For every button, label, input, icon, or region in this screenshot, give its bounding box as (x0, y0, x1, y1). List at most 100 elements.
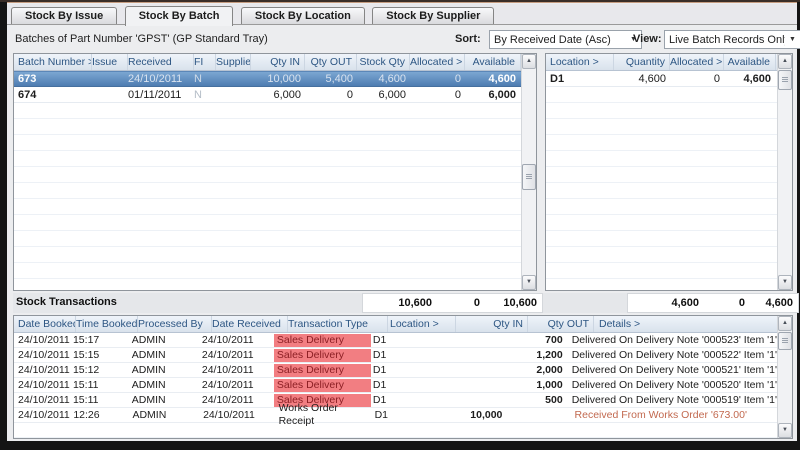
cell-received: 01/11/2011 (128, 88, 182, 101)
tab-stock-by-issue[interactable]: Stock By Issue (11, 7, 118, 24)
column-header-transaction-type[interactable]: Transaction Type (288, 316, 388, 332)
cell-received: 24/10/2011 (128, 73, 183, 85)
cell-date-received: 24/10/2011 (201, 364, 254, 376)
details-header-text: Details > (599, 316, 792, 332)
transaction-row[interactable]: 24/10/2011 15:11 ADMIN 24/10/2011 Sales … (14, 393, 777, 408)
cell-transaction-type: Works Order Receipt (278, 402, 338, 427)
cell-transaction-type: Sales Delivery (273, 333, 371, 348)
column-header-qty-out[interactable]: Qty OUT (528, 316, 594, 332)
cell-qty-out: 2,000 (536, 364, 563, 376)
cell-transaction-type: Sales Delivery (273, 348, 371, 363)
tab-stock-by-supplier[interactable]: Stock By Supplier (372, 7, 495, 24)
column-header-allocated[interactable]: Allocated > (410, 54, 465, 70)
column-header-quantity[interactable]: Quantity (614, 54, 670, 70)
cell-processed-by: ADMIN (132, 409, 167, 421)
cell-fi: N (194, 73, 202, 85)
view-dropdown[interactable]: Live Batch Records Only ▼ (664, 30, 800, 49)
column-header-qty-out[interactable]: Qty OUT (305, 54, 357, 70)
transactions-table-body: 24/10/2011 15:17 ADMIN 24/10/2011 Sales … (14, 333, 777, 438)
cell-qty-out: 1,000 (536, 379, 563, 391)
cell-quantity: 4,600 (638, 72, 666, 85)
batch-row-674[interactable]: 674 01/11/2011 N 6,000 0 6,000 0 6,000 (14, 87, 521, 103)
cell-transaction-type: Sales Delivery (273, 393, 371, 408)
cell-details: Delivered On Delivery Note '000522' Item… (571, 349, 777, 361)
transaction-row[interactable]: 24/10/2011 12:26 ADMIN 24/10/2011 Works … (14, 402, 777, 427)
cell-date-received: 24/10/2011 (203, 409, 255, 421)
cell-date-booked: 24/10/2011 (18, 394, 70, 406)
cell-date-booked: 24/10/2011 (18, 379, 70, 391)
scroll-up-icon[interactable]: ▲ (522, 54, 536, 69)
column-header-qty-in[interactable]: Qty IN (251, 54, 305, 70)
transaction-row[interactable]: 24/10/2011 15:15 ADMIN 24/10/2011 Sales … (14, 348, 777, 363)
cell-allocated: 0 (454, 88, 461, 101)
transaction-row[interactable]: 24/10/2011 15:12 ADMIN 24/10/2011 Sales … (14, 363, 777, 378)
cell-allocated: 0 (454, 73, 461, 85)
column-header-time-booked[interactable]: Time Booked (76, 316, 138, 332)
column-header-available[interactable]: Available (465, 54, 521, 70)
column-header-fi[interactable]: FI (194, 54, 216, 70)
cell-qty-in: 6,000 (273, 88, 301, 101)
cell-location: D1 (372, 364, 387, 376)
scroll-down-icon[interactable]: ▼ (522, 275, 536, 290)
info-bar: Batches of Part Number 'GPST' (GP Standa… (7, 25, 800, 53)
column-header-processed-by[interactable]: Processed By (138, 316, 212, 332)
column-header-available[interactable]: Available (724, 54, 776, 70)
cell-transaction-type: Sales Delivery (273, 378, 371, 393)
column-header-date-booked[interactable]: Date Booked (14, 316, 76, 332)
totals-strip: Stock Transactions 10,600 0 10,600 4,600… (13, 293, 799, 313)
column-header-qty-in[interactable]: Qty IN (456, 316, 528, 332)
scrollbar-thumb[interactable] (778, 70, 792, 90)
cell-date-received: 24/10/2011 (201, 379, 254, 391)
location-row-d1[interactable]: D1 4,600 0 4,600 (546, 71, 777, 87)
batch-table-scrollbar[interactable]: ▲ ▼ (521, 54, 536, 290)
tab-stock-by-location[interactable]: Stock By Location (240, 7, 365, 24)
cell-transaction-type: Sales Delivery (273, 363, 371, 378)
scroll-up-icon[interactable]: ▲ (778, 316, 792, 331)
cell-details: Delivered On Delivery Note '000519' Item… (571, 394, 777, 406)
column-header-received[interactable]: Received (128, 54, 194, 70)
column-header-details[interactable]: Details >Press F6 for Notes Summary (594, 316, 792, 332)
batch-table-body: 673 24/10/2011 N 10,000 5,400 4,600 0 4,… (14, 71, 521, 290)
transaction-row[interactable]: 24/10/2011 15:11 ADMIN 24/10/2011 Sales … (14, 378, 777, 393)
sort-dropdown[interactable]: By Received Date (Asc) ▼ (489, 30, 642, 49)
location-table-scrollbar[interactable]: ▲ ▼ (777, 54, 792, 290)
cell-location: D1 (372, 349, 387, 361)
column-header-supplier[interactable]: Supplier (216, 54, 251, 70)
cell-stock-qty: 4,600 (378, 73, 406, 85)
cell-location: D1 (550, 72, 565, 85)
scroll-up-icon[interactable]: ▲ (778, 54, 792, 69)
column-header-issue[interactable]: Issue (92, 54, 128, 70)
total-allocated: 0 (738, 297, 745, 309)
scroll-down-icon[interactable]: ▼ (778, 275, 792, 290)
cell-time-booked: 15:11 (72, 394, 99, 406)
column-header-date-received[interactable]: Date Received (212, 316, 288, 332)
cell-available: 6,000 (488, 88, 516, 101)
location-totals: 4,600 0 4,600 (627, 293, 799, 313)
column-header-stock-qty[interactable]: Stock Qty (357, 54, 410, 70)
cell-date-booked: 24/10/2011 (18, 364, 70, 376)
scroll-down-icon[interactable]: ▼ (778, 423, 792, 438)
transaction-row[interactable]: 24/10/2011 15:17 ADMIN 24/10/2011 Sales … (14, 333, 777, 348)
sort-dropdown-value: By Received Date (Asc) (494, 33, 611, 46)
column-header-location[interactable]: Location > (546, 54, 614, 70)
cell-batch-number: 674 (18, 88, 37, 101)
cell-batch-number: 673 (18, 73, 37, 85)
transactions-panel: Date Booked Time Booked Processed By Dat… (13, 315, 793, 439)
scrollbar-thumb[interactable] (778, 332, 792, 350)
cell-date-booked: 24/10/2011 (18, 409, 70, 421)
cell-fi: N (194, 88, 202, 101)
tab-stock-by-batch[interactable]: Stock By Batch (124, 6, 234, 26)
column-header-location[interactable]: Location > (388, 316, 456, 332)
transactions-scrollbar[interactable]: ▲ ▼ (777, 316, 792, 438)
batch-row-673[interactable]: 673 24/10/2011 N 10,000 5,400 4,600 0 4,… (14, 71, 521, 87)
column-header-allocated[interactable]: Allocated > (670, 54, 724, 70)
cell-qty-out: 500 (545, 394, 563, 406)
column-header-batch-number[interactable]: Batch Number > (14, 54, 92, 70)
batch-table-header: Batch Number > Issue Received FI Supplie… (14, 54, 536, 71)
cell-time-booked: 15:17 (72, 334, 100, 346)
cell-details: Delivered On Delivery Note '000523' Item… (571, 334, 777, 346)
view-label: View: (633, 33, 662, 45)
scrollbar-thumb[interactable] (522, 164, 536, 190)
cell-location: D1 (372, 379, 387, 391)
